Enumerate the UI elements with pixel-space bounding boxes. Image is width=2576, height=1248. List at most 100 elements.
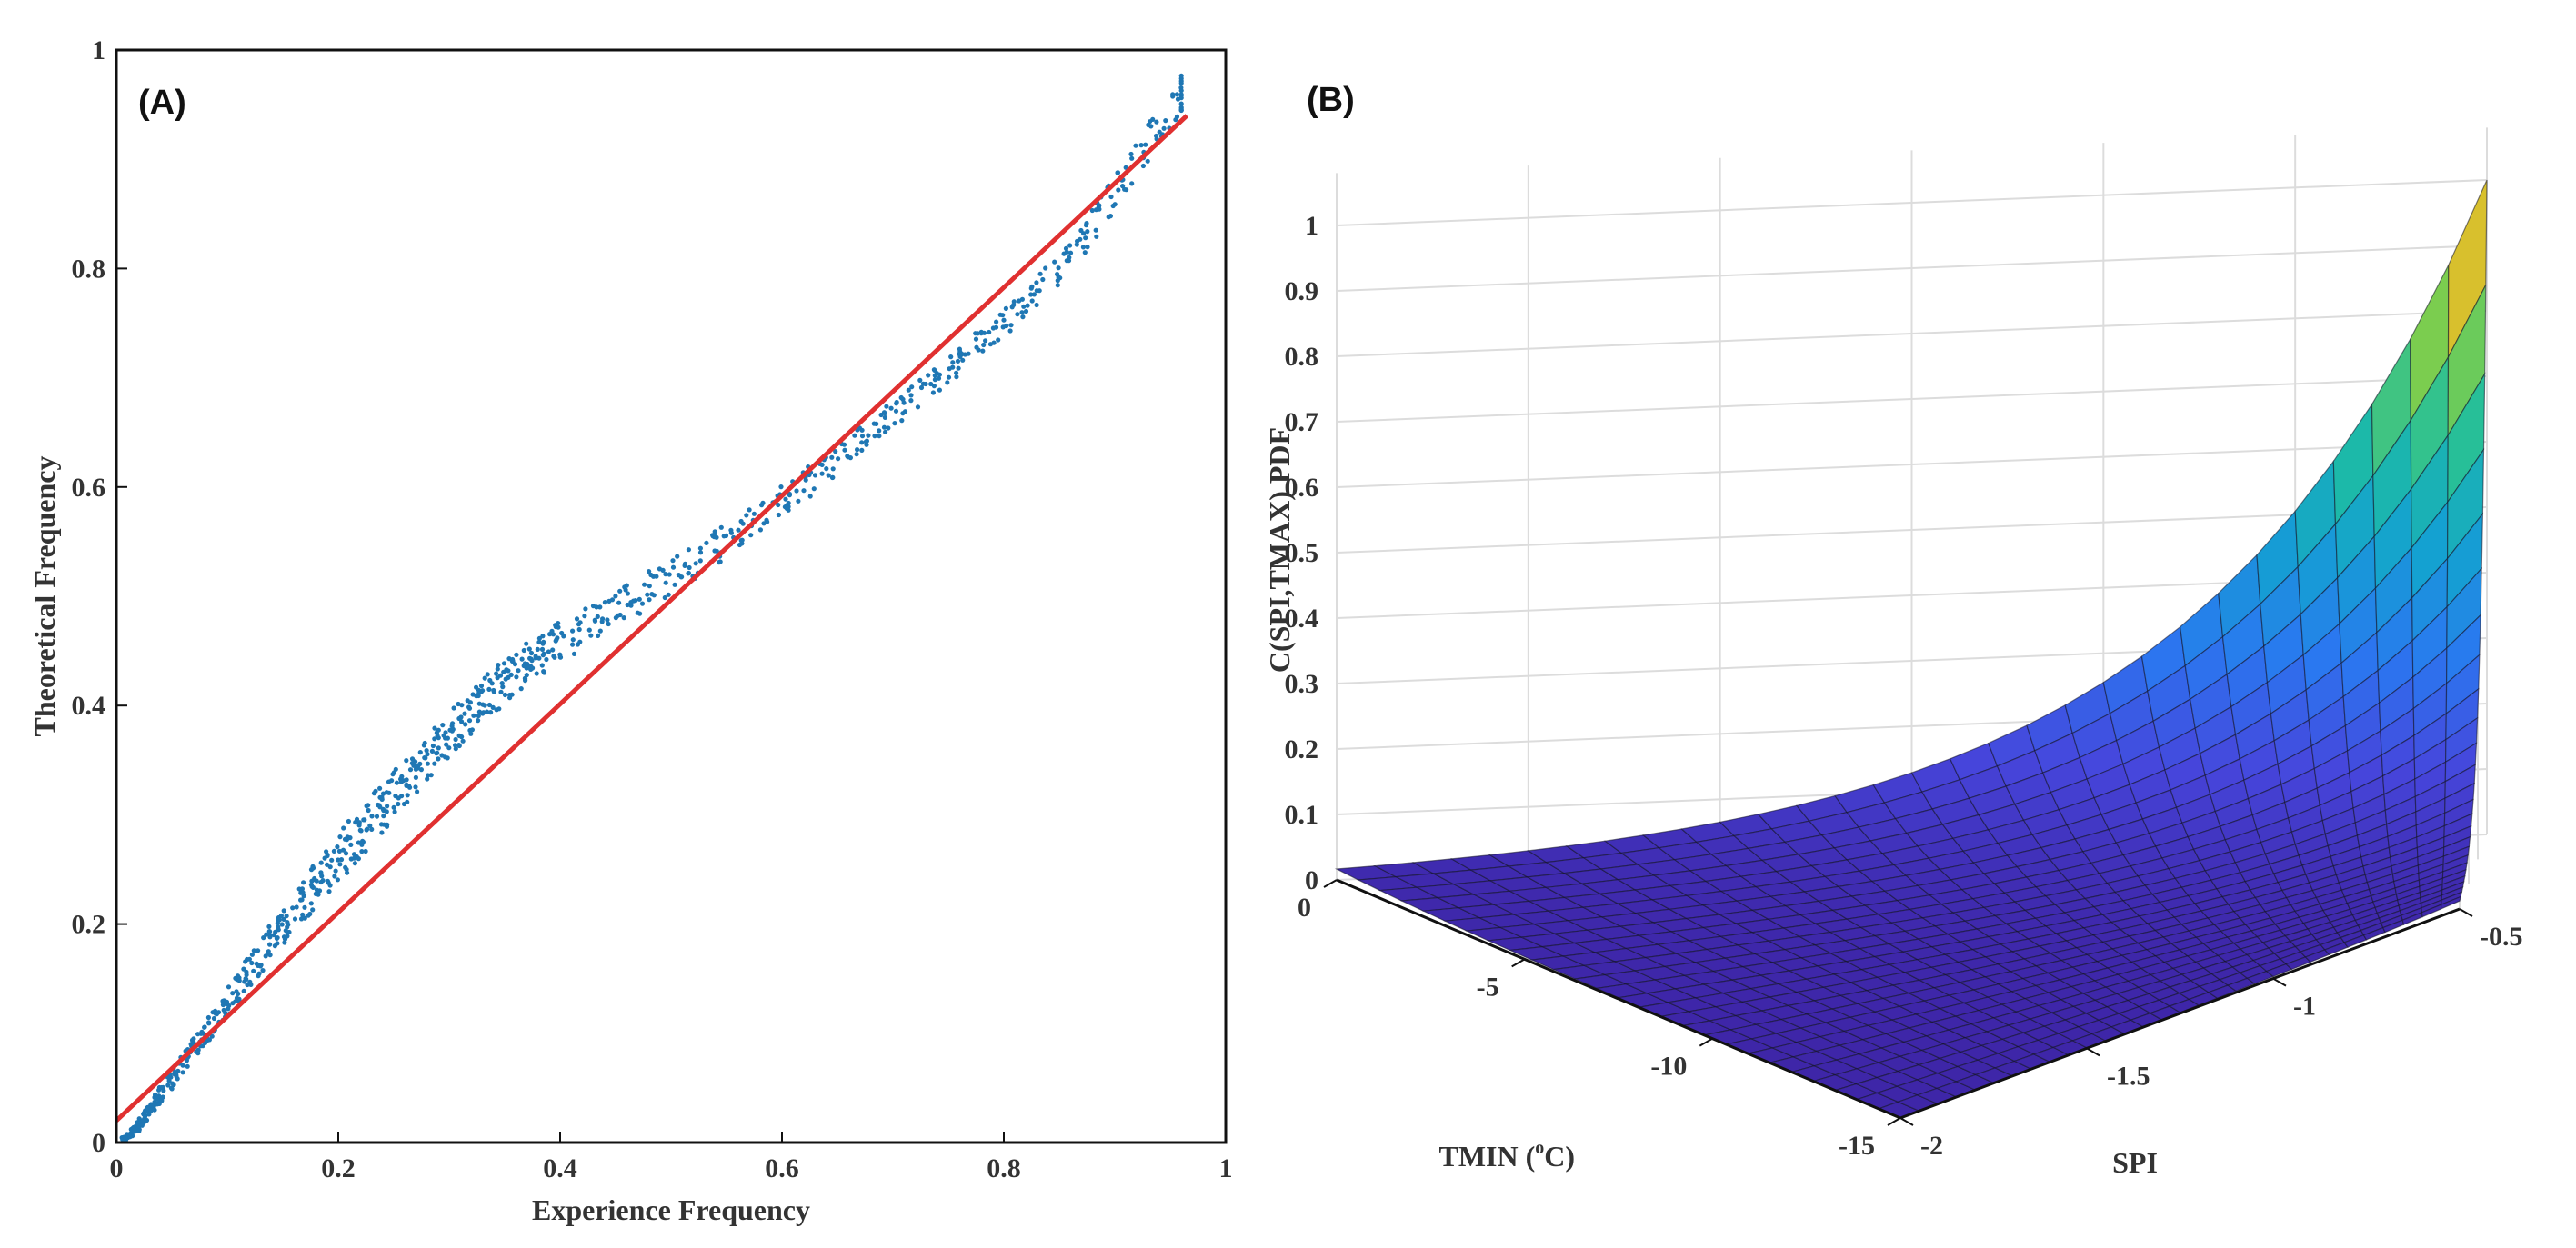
scatter-point [687,564,692,571]
scatter-point [645,592,650,597]
scatter-point [1129,181,1135,186]
scatter-point [570,637,576,643]
scatter-point [247,979,253,984]
scatter-point [142,1109,147,1115]
scatter-point [526,664,531,670]
scatter-point [481,710,486,715]
grid-line [1336,310,2488,357]
scatter-point [456,743,462,748]
scatter-point [241,966,246,972]
scatter-point [736,527,741,533]
scatter-point [1129,155,1135,161]
scatter-point [1089,207,1095,214]
scatter-point [405,799,410,805]
scatter-point [216,1010,222,1015]
scatter-point [1034,280,1039,285]
scatter-point [981,342,987,348]
z-tick-label: 0.1 [1285,800,1319,830]
scatter-point [836,456,841,462]
scatter-point [528,650,535,656]
scatter-point [547,632,553,637]
scatter-point [1052,259,1057,265]
scatter-point [226,1003,232,1009]
scatter-point [1075,238,1080,244]
scatter-point [975,331,980,336]
z-tick-label: 0.5 [1285,538,1319,568]
scatter-point [833,449,838,454]
scatter-point [738,518,744,524]
plot-frame [115,48,1228,1144]
scatter-point [294,904,299,910]
scatter-point [954,370,959,375]
scatter-point [712,529,717,534]
scatter-point [440,723,446,728]
scatter-point [266,924,272,930]
scatter-point [404,777,409,783]
scatter-point [660,567,666,574]
x-axis-title: Experience Frequency [532,1193,810,1226]
scatter-point [540,634,546,639]
scatter-point [623,587,628,593]
scatter-point [1031,292,1037,297]
scatter-point [380,806,386,813]
scatter-point [1138,143,1144,148]
scatter-point [1028,292,1034,297]
scatter-point [161,1088,166,1093]
z-tick-label: 0.7 [1285,407,1319,437]
scatter-point [495,666,500,672]
scatter-point [616,600,622,605]
scatter-point [449,728,455,734]
scatter-point [859,447,865,453]
scatter-point [1029,298,1035,304]
scatter-point [267,942,273,947]
scatter-point [279,922,285,927]
scatter-point [606,621,611,627]
scatter-point [594,604,599,610]
scatter-point [981,330,987,335]
scatter-point [256,973,261,979]
scatter-point [1145,158,1150,164]
scatter-point [546,649,552,654]
scatter-point [588,633,594,638]
scatter-point [159,1098,165,1103]
scatter-point [508,672,514,678]
scatter-point [500,684,506,690]
scatter-point [1116,187,1121,193]
scatter-point [1178,107,1184,113]
scatter-point [595,614,600,620]
scatter-point [704,540,709,546]
scatter-point [550,632,556,637]
scatter-point [443,730,448,735]
scatter-point [1108,214,1113,219]
scatter-point [936,375,942,381]
scatter-point [1133,143,1138,148]
scatter-point [314,878,319,884]
scatter-point [310,907,316,913]
scatter-point [342,836,348,842]
scatter-point [385,822,390,827]
scatter-point [469,727,476,733]
scatter-point [748,533,754,538]
scatter-point [302,915,307,921]
scatter-point [258,963,264,968]
scatter-point [744,513,749,518]
scatter-point [504,667,509,673]
scatter-point [394,780,399,785]
scatter-point [996,337,1001,343]
scatter-point [675,554,680,559]
scatter-point [534,671,539,676]
scatter-point [923,381,928,387]
z-tick-label: 0.2 [1285,734,1319,764]
scatter-point [928,381,934,387]
scatter-point [956,365,961,371]
scatter-point [340,847,346,853]
scatter-point [882,414,888,420]
scatter-point [613,594,618,599]
scatter-point [991,340,997,345]
scatter-point [188,1042,194,1047]
scatter-point [486,702,493,708]
scatter-point [273,929,278,934]
scatter-point [436,745,441,751]
scatter-point [1083,235,1088,241]
scatter-point [236,991,241,996]
